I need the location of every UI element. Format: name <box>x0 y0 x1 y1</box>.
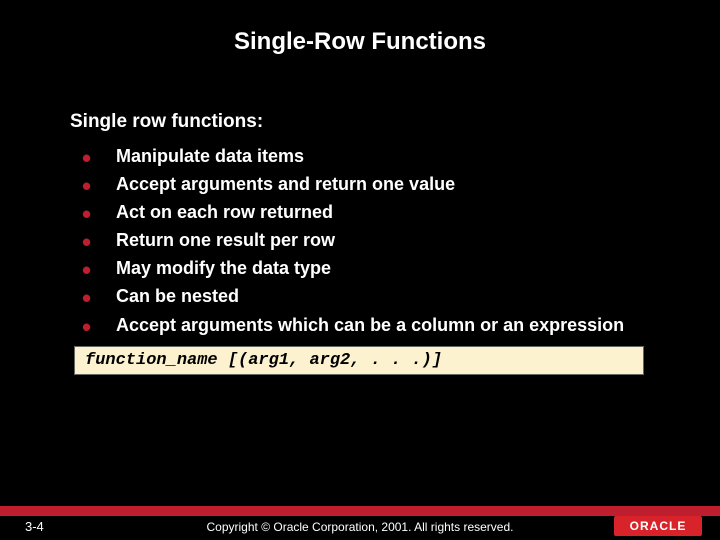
list-item: Manipulate data items <box>82 143 650 169</box>
slide: Single-Row Functions Single row function… <box>0 0 720 540</box>
oracle-logo: ORACLE <box>614 516 702 536</box>
syntax-box: function_name [(arg1, arg2, . . .)] <box>74 346 644 375</box>
list-item: Can be nested <box>82 283 650 309</box>
list-item: Accept arguments which can be a column o… <box>82 312 650 338</box>
code-function-name: function_name <box>85 351 218 370</box>
slide-content: Single row functions: Manipulate data it… <box>0 56 720 375</box>
subtitle: Single row functions: <box>70 111 650 133</box>
list-item: Return one result per row <box>82 227 650 253</box>
logo-text: ORACLE <box>630 519 687 533</box>
list-item: Accept arguments and return one value <box>82 171 650 197</box>
code-arguments: [(arg1, arg2, . . .)] <box>218 351 442 370</box>
list-item: Act on each row returned <box>82 199 650 225</box>
logo-box: ORACLE <box>614 516 702 536</box>
copyright-text: Copyright © Oracle Corporation, 2001. Al… <box>0 520 720 534</box>
bullet-list: Manipulate data items Accept arguments a… <box>70 143 650 338</box>
slide-title: Single-Row Functions <box>0 0 720 56</box>
list-item: May modify the data type <box>82 255 650 281</box>
footer: 3-4 Copyright © Oracle Corporation, 2001… <box>0 500 720 540</box>
